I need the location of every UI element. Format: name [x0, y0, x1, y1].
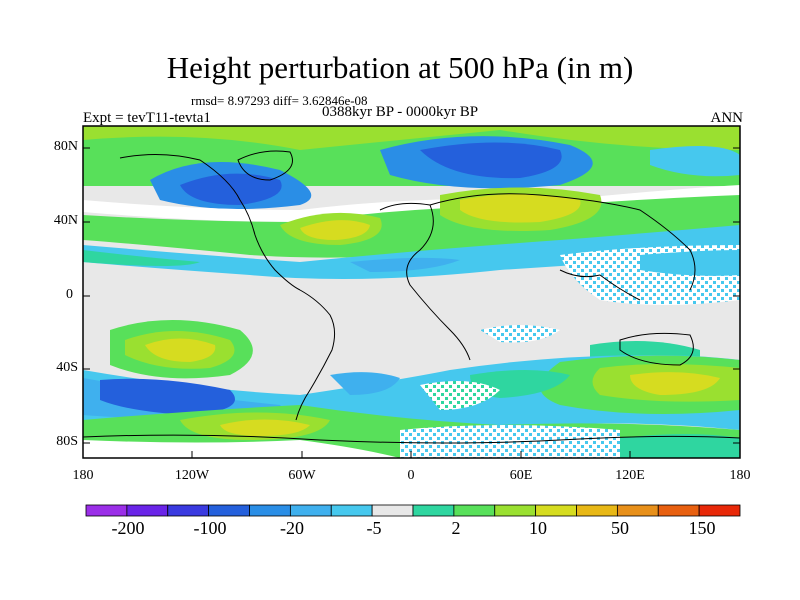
lon-label-60w: 60W [288, 468, 316, 483]
colorbar-swatch [698, 504, 741, 517]
colorbar-swatch [412, 504, 455, 517]
lat-label-40n: 40N [53, 213, 78, 228]
colorbar-swatch [657, 504, 700, 517]
colorbar-swatch [85, 504, 128, 517]
lon-label-120e: 120E [615, 468, 645, 483]
stats-line: rmsd= 8.97293 diff= 3.62846e-08 [191, 93, 368, 108]
colorbar-swatch [535, 504, 577, 517]
colorbar-swatch [494, 504, 537, 517]
colorbar [85, 504, 741, 517]
colorbar-swatch [453, 504, 496, 517]
lon-label-60e: 60E [509, 468, 533, 483]
lon-label-120w: 120W [174, 468, 210, 483]
colorbar-label: 50 [611, 518, 629, 538]
colorbar-swatch [616, 504, 659, 517]
lon-label-0: 0 [407, 468, 415, 483]
lat-label-80s: 80S [56, 434, 78, 449]
lon-label-180e: 180 [729, 468, 751, 483]
colorbar-label: -100 [193, 518, 227, 538]
colorbar-swatch [576, 504, 618, 517]
colorbar-swatch [289, 504, 332, 517]
colorbar-swatch [167, 504, 210, 517]
contour-field [83, 126, 740, 458]
lat-label-40s: 40S [56, 360, 78, 375]
period-label: 0388kyr BP - 0000kyr BP [322, 104, 479, 120]
colorbar-swatch [208, 504, 250, 517]
colorbar-label: -5 [366, 518, 382, 538]
colorbar-swatch [330, 504, 373, 517]
colorbar-swatch [126, 504, 169, 517]
colorbar-label: -200 [111, 518, 145, 538]
colorbar-label: 10 [529, 518, 547, 538]
experiment-label: Expt = tevT11-tevta1 [83, 110, 211, 126]
lat-label-0: 0 [66, 287, 73, 302]
map-title: Height perturbation at 500 hPa (in m) [166, 50, 634, 85]
season-label: ANN [710, 110, 744, 126]
lat-label-80n: 80N [53, 139, 78, 154]
colorbar-swatch [249, 504, 291, 517]
colorbar-label: 2 [451, 518, 461, 538]
colorbar-swatch [371, 504, 414, 517]
lon-label-180w: 180 [72, 468, 94, 483]
colorbar-label: -20 [280, 518, 304, 538]
axis-ticks [82, 147, 741, 458]
colorbar-label: 150 [688, 518, 716, 538]
